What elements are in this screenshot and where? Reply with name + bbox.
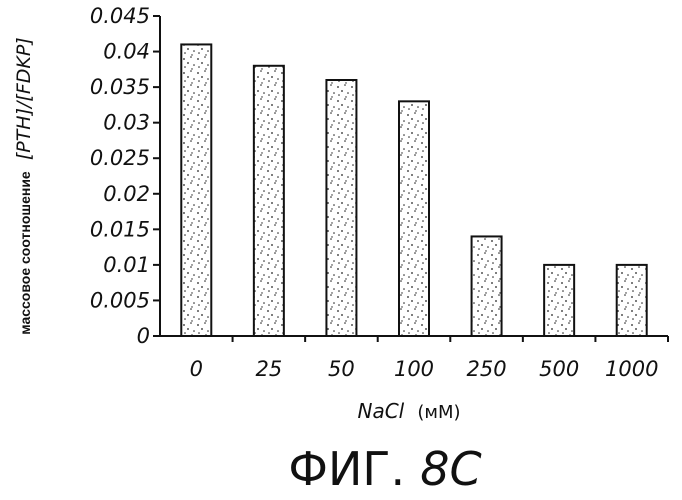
x-tick-label: 250: [467, 357, 507, 381]
x-axis-label-plain: (мМ): [417, 402, 460, 423]
y-axis-label-plain: массовое соотношение: [17, 171, 33, 335]
y-tick-label: 0.035: [90, 75, 150, 99]
y-tick-label: 0: [137, 324, 150, 348]
y-tick-label: 0.03: [103, 111, 150, 135]
y-axis-label-italic: [PTH]/[FDKP]: [13, 37, 35, 160]
bar: [254, 66, 284, 336]
bar: [472, 236, 502, 336]
bar: [544, 265, 574, 336]
figure-label-prefix: ФИГ.: [288, 442, 405, 496]
bar: [617, 265, 647, 336]
x-tick-label: 50: [328, 357, 355, 381]
y-ticks: 0 0.005 0.01 0.015 0.02 0.025 0.03 0.035 0.04 0.0…: [90, 4, 160, 348]
x-tick-label: 500: [539, 357, 579, 381]
y-tick-label: 0.005: [90, 288, 150, 312]
bar: [399, 101, 429, 336]
y-axis-label: массовое соотношение [PTH]/[FDKP]: [13, 37, 35, 334]
figure-label-suffix: 8C: [420, 442, 481, 496]
bar: [181, 44, 211, 336]
y-tick-label: 0.025: [90, 146, 150, 170]
x-axis-label-italic: NaCl: [358, 399, 405, 423]
y-tick-label: 0.045: [90, 4, 150, 28]
y-tick-label: 0.02: [103, 182, 150, 206]
category-labels: 0 25 50 100 250 500 1000: [190, 357, 659, 381]
y-tick-label: 0.04: [103, 40, 150, 64]
x-tick-label: 25: [255, 357, 282, 381]
bars: [181, 44, 646, 336]
x-tick-label: 1000: [605, 357, 658, 381]
y-tick-label: 0.01: [103, 253, 150, 277]
x-tick-label: 0: [190, 357, 203, 381]
x-axis-label: NaCl (мМ): [358, 399, 461, 423]
y-tick-label: 0.015: [90, 217, 150, 241]
x-tick-label: 100: [394, 357, 434, 381]
bar: [326, 80, 356, 336]
figure-label: ФИГ. 8C: [288, 442, 481, 496]
